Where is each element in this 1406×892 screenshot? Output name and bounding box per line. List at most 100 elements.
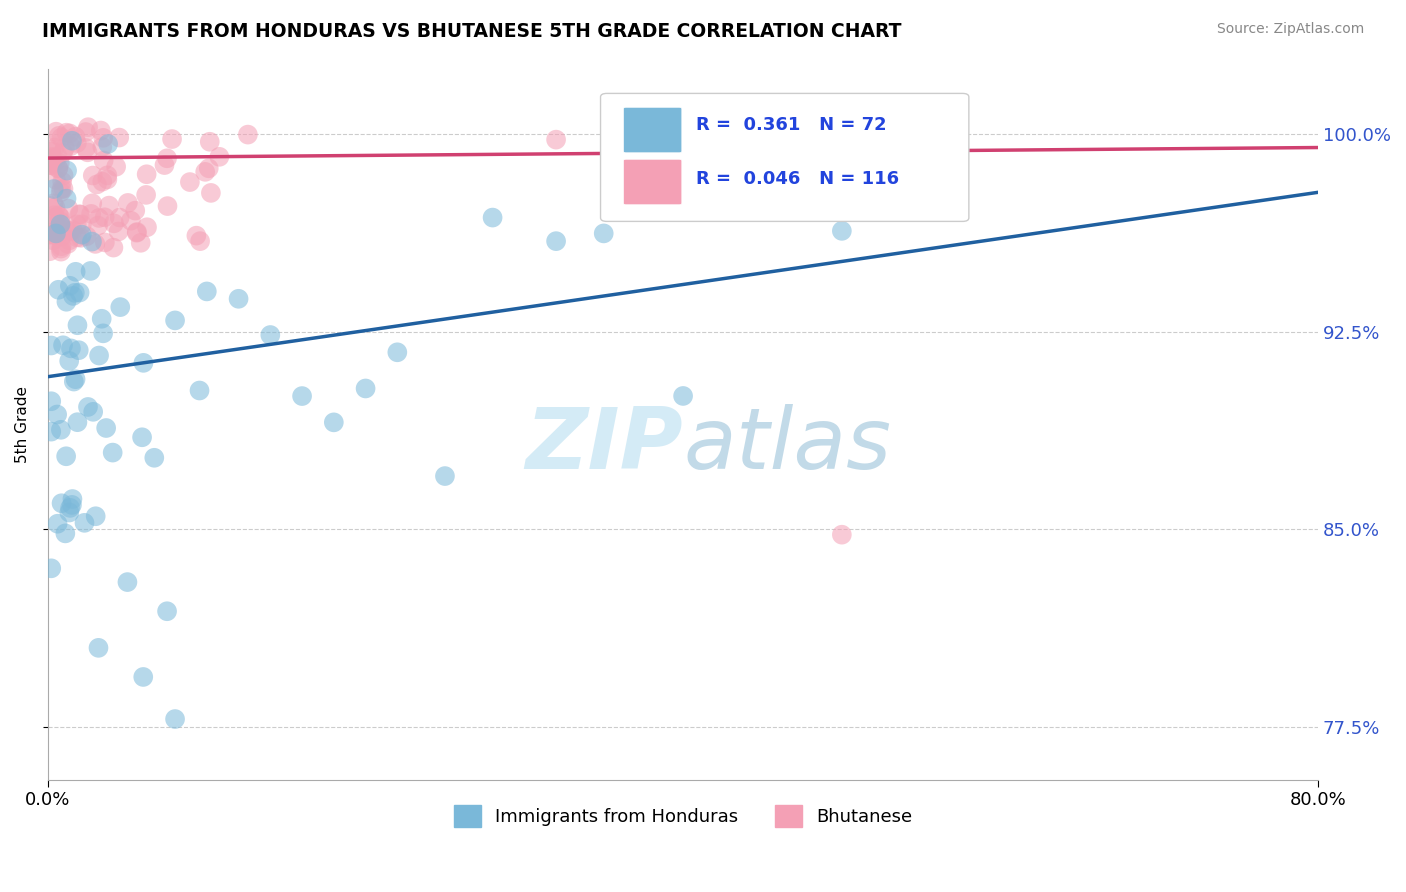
Point: [132, 670, 155, 684]
Point: [165, 712, 187, 726]
Point: [96, 172, 118, 186]
Point: [51, 175, 73, 189]
Point: [259, 328, 281, 343]
Point: [46, 161, 69, 176]
Point: [135, 167, 157, 181]
Point: [58, 354, 80, 368]
Point: [69, 207, 91, 221]
Point: [49, 244, 72, 259]
Point: [49, 242, 72, 256]
Point: [51, 182, 73, 196]
Point: [42, 182, 65, 196]
Point: [156, 604, 179, 618]
Point: [45, 173, 67, 187]
Point: [70, 227, 93, 242]
Point: [51, 130, 73, 145]
Point: [63, 285, 86, 300]
Point: [38, 227, 60, 242]
Point: [132, 356, 155, 370]
Point: [49, 423, 72, 437]
Point: [39, 425, 62, 439]
Point: [46, 161, 69, 176]
Point: [45, 125, 67, 139]
Point: [86, 178, 108, 192]
Point: [39, 561, 62, 575]
Point: [66, 217, 89, 231]
Point: [94, 235, 117, 250]
Point: [44, 200, 66, 214]
Point: [91, 326, 114, 341]
Point: [91, 131, 114, 145]
Point: [44, 155, 66, 169]
Point: [51, 239, 73, 253]
Point: [59, 127, 82, 141]
Point: [546, 234, 568, 248]
Point: [131, 430, 153, 444]
Text: ZIP: ZIP: [526, 404, 683, 487]
Point: [200, 186, 222, 200]
Point: [42, 233, 65, 247]
Point: [46, 516, 69, 531]
Text: IMMIGRANTS FROM HONDURAS VS BHUTANESE 5TH GRADE CORRELATION CHART: IMMIGRANTS FROM HONDURAS VS BHUTANESE 5T…: [42, 22, 901, 41]
Point: [831, 224, 853, 238]
Point: [93, 211, 115, 225]
Point: [236, 128, 259, 142]
Text: atlas: atlas: [683, 404, 891, 487]
Point: [97, 136, 120, 151]
Point: [44, 211, 66, 225]
Point: [59, 224, 82, 238]
Point: [45, 227, 67, 241]
Text: R =  0.361   N = 72: R = 0.361 N = 72: [696, 116, 886, 134]
Text: Source: ZipAtlas.com: Source: ZipAtlas.com: [1216, 22, 1364, 37]
Point: [101, 445, 124, 459]
Point: [66, 415, 89, 429]
Point: [433, 469, 456, 483]
Point: [120, 213, 142, 227]
Point: [103, 216, 125, 230]
Point: [62, 375, 84, 389]
Point: [55, 223, 77, 237]
Point: [322, 415, 344, 429]
Point: [481, 211, 503, 225]
Point: [354, 382, 377, 396]
Point: [52, 182, 75, 196]
Point: [52, 145, 75, 160]
Point: [79, 264, 101, 278]
Point: [62, 491, 84, 506]
Point: [672, 389, 695, 403]
Point: [73, 516, 96, 530]
Point: [87, 349, 110, 363]
Point: [55, 192, 77, 206]
Point: [56, 236, 79, 251]
Point: [82, 196, 104, 211]
Point: [87, 211, 110, 225]
Point: [143, 450, 166, 465]
Point: [49, 217, 72, 231]
Point: [69, 285, 91, 300]
Point: [62, 289, 84, 303]
Point: [70, 217, 93, 231]
Point: [66, 318, 89, 333]
Point: [125, 225, 148, 239]
Point: [60, 498, 83, 512]
Point: [82, 169, 104, 183]
Point: [59, 500, 82, 515]
Point: [108, 211, 131, 225]
Point: [38, 199, 60, 213]
Point: [48, 128, 70, 143]
Point: [80, 235, 103, 249]
Point: [188, 234, 211, 248]
Point: [197, 161, 219, 176]
Point: [49, 211, 72, 225]
Point: [42, 218, 65, 232]
Point: [65, 129, 87, 144]
Point: [91, 140, 114, 154]
Point: [194, 165, 217, 179]
Point: [66, 230, 89, 244]
Point: [56, 163, 79, 178]
Point: [44, 208, 66, 222]
Text: R =  0.046   N = 116: R = 0.046 N = 116: [696, 170, 898, 188]
Point: [41, 227, 63, 242]
Point: [49, 225, 72, 239]
Point: [62, 223, 84, 237]
